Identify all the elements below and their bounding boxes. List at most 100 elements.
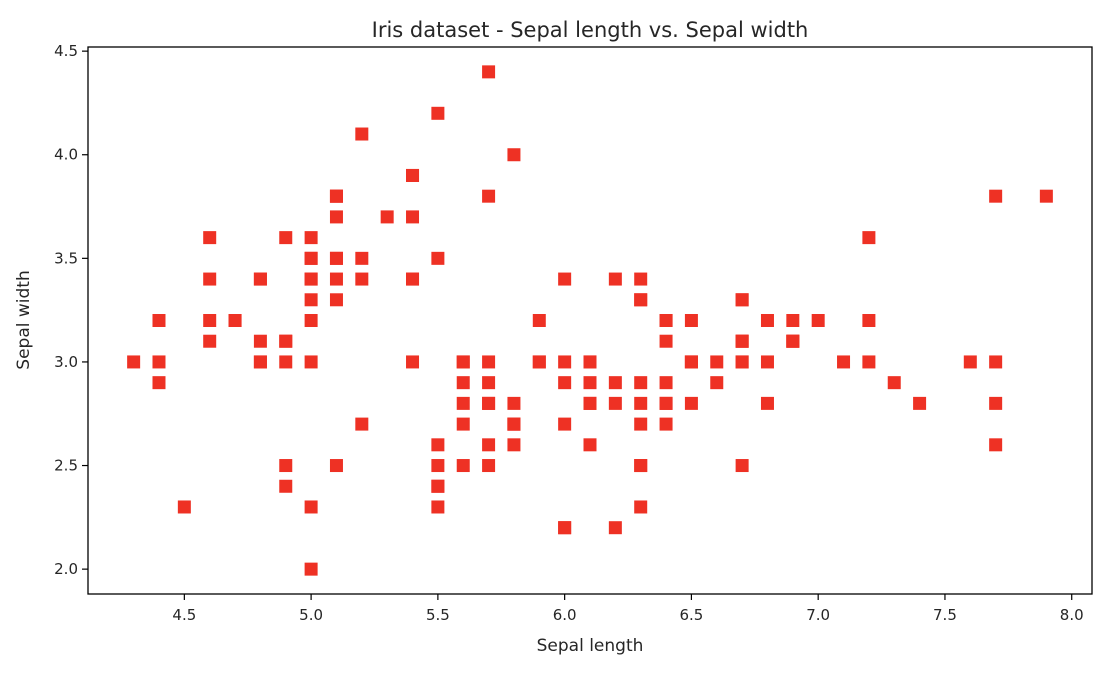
data-point xyxy=(456,355,470,369)
y-axis-ticks: 2.0 2.5 3.0 3.5 4.0 4.5 xyxy=(54,42,88,578)
data-point xyxy=(482,438,496,452)
data-point xyxy=(989,438,1003,452)
data-point xyxy=(532,314,546,327)
data-point xyxy=(482,65,496,79)
data-point xyxy=(279,334,293,348)
data-point xyxy=(203,231,217,245)
data-point xyxy=(329,251,343,265)
data-point xyxy=(431,251,445,265)
data-point xyxy=(659,314,673,327)
data-point xyxy=(304,293,318,307)
data-point xyxy=(380,210,394,224)
data-point xyxy=(304,251,318,265)
data-point xyxy=(279,231,293,245)
data-point xyxy=(634,417,648,431)
data-point xyxy=(710,376,724,390)
data-point xyxy=(304,314,318,327)
data-point xyxy=(456,396,470,410)
data-point xyxy=(558,272,572,286)
data-point xyxy=(684,396,698,410)
x-tick-label: 5.5 xyxy=(426,606,450,624)
data-point xyxy=(887,376,901,390)
data-point xyxy=(304,272,318,286)
data-point xyxy=(355,127,369,141)
y-tick-label: 3.0 xyxy=(54,353,78,371)
data-point xyxy=(406,210,420,224)
data-point xyxy=(684,355,698,369)
data-point xyxy=(279,479,293,493)
data-point xyxy=(431,479,445,493)
data-point xyxy=(355,272,369,286)
data-point xyxy=(760,314,774,327)
data-point xyxy=(760,396,774,410)
data-point xyxy=(482,355,496,369)
data-point xyxy=(634,272,648,286)
data-point xyxy=(203,314,217,327)
y-tick-label: 4.0 xyxy=(54,146,78,164)
data-point xyxy=(634,293,648,307)
data-point xyxy=(431,459,445,473)
data-point xyxy=(608,272,622,286)
data-point xyxy=(329,459,343,473)
data-point xyxy=(963,355,977,369)
data-point xyxy=(659,417,673,431)
y-axis-label: Sepal width xyxy=(14,270,34,369)
data-point xyxy=(406,168,420,182)
data-point xyxy=(735,293,749,307)
data-point xyxy=(355,251,369,265)
y-tick-label: 2.0 xyxy=(54,560,78,578)
data-point xyxy=(786,314,800,327)
data-point xyxy=(482,189,496,203)
data-point xyxy=(203,334,217,348)
x-tick-label: 6.5 xyxy=(679,606,703,624)
data-point xyxy=(558,376,572,390)
data-point xyxy=(329,272,343,286)
data-point xyxy=(735,355,749,369)
data-point xyxy=(279,459,293,473)
data-point xyxy=(431,438,445,452)
x-tick-label: 7.0 xyxy=(806,606,830,624)
data-point xyxy=(913,396,927,410)
data-point xyxy=(786,334,800,348)
data-point xyxy=(634,500,648,514)
x-tick-label: 6.0 xyxy=(553,606,577,624)
data-point xyxy=(279,355,293,369)
data-point xyxy=(203,272,217,286)
data-point xyxy=(583,438,597,452)
data-point xyxy=(862,355,876,369)
data-point xyxy=(989,189,1003,203)
data-point xyxy=(989,396,1003,410)
data-point xyxy=(456,417,470,431)
x-tick-label: 5.0 xyxy=(299,606,323,624)
data-point xyxy=(634,396,648,410)
x-tick-label: 8.0 xyxy=(1060,606,1084,624)
data-point xyxy=(811,314,825,327)
data-point xyxy=(634,376,648,390)
data-point xyxy=(482,396,496,410)
data-point xyxy=(152,314,166,327)
data-point xyxy=(431,106,445,120)
data-point xyxy=(583,355,597,369)
data-point xyxy=(329,210,343,224)
data-point xyxy=(482,376,496,390)
data-point xyxy=(659,376,673,390)
data-point xyxy=(406,355,420,369)
data-point xyxy=(608,521,622,535)
data-point xyxy=(507,148,521,162)
data-point xyxy=(304,562,318,576)
data-point xyxy=(760,355,774,369)
data-point xyxy=(608,396,622,410)
x-axis-ticks: 4.5 5.0 5.5 6.0 6.5 7.0 7.5 8.0 xyxy=(172,594,1084,624)
data-point xyxy=(304,500,318,514)
data-point xyxy=(355,417,369,431)
data-point xyxy=(532,355,546,369)
data-point xyxy=(152,376,166,390)
data-point xyxy=(507,438,521,452)
data-point xyxy=(735,334,749,348)
data-point xyxy=(558,355,572,369)
x-axis-label: Sepal length xyxy=(537,636,644,656)
data-point xyxy=(253,272,267,286)
data-points xyxy=(127,65,1053,576)
data-point xyxy=(558,417,572,431)
y-tick-label: 4.5 xyxy=(54,42,78,60)
